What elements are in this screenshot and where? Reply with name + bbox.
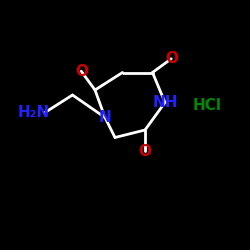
Text: O: O [75,64,88,79]
Text: NH: NH [152,95,178,110]
Text: HCl: HCl [193,98,222,112]
Text: H₂N: H₂N [18,105,50,120]
Text: N: N [98,110,112,125]
Text: O: O [165,51,178,66]
Text: O: O [138,144,151,159]
